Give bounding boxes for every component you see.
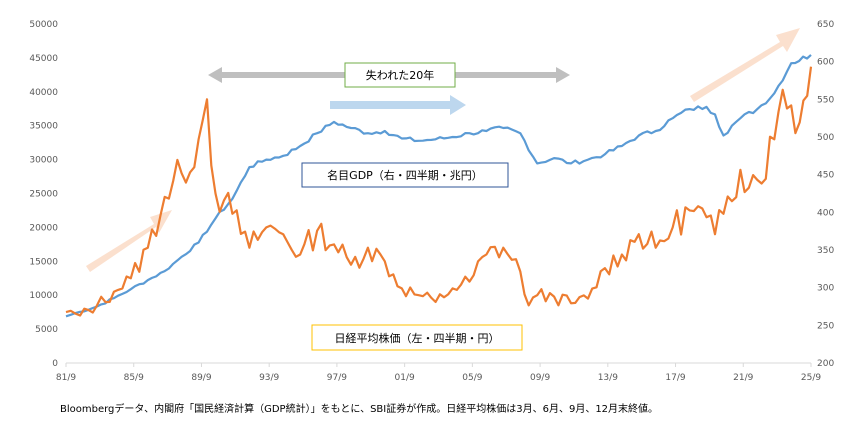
x-tick-label: 09/9 [530, 373, 550, 383]
x-axis-ticks: 81/9 85/9 89/9 93/9 97/9 01/9 05/9 09/9 13/9 17/9… [56, 363, 821, 383]
x-tick-label: 01/9 [395, 373, 415, 383]
right-tick-label: 550 [817, 95, 834, 105]
nikkei-series-label: 日経平均株価（左・四半期・円） [335, 331, 500, 345]
right-tick-label: 600 [817, 58, 834, 68]
right-tick-label: 650 [817, 20, 834, 30]
right-tick-label: 450 [817, 171, 834, 181]
x-tick-label: 85/9 [124, 373, 144, 383]
left-axis-ticks: 0 5000 10000 15000 20000 25000 30000 35000 40000… [29, 20, 58, 369]
lost-decades-label: 失われた20年 [366, 68, 434, 82]
x-tick-label: 21/9 [733, 373, 753, 383]
gdp-series-line [65, 54, 812, 318]
x-tick-label: 93/9 [259, 373, 279, 383]
gdp-series-label: 名目GDP（右・四半期・兆円） [327, 168, 483, 182]
right-tick-label: 250 [817, 321, 834, 331]
x-tick-label: 89/9 [191, 373, 211, 383]
left-tick-label: 5000 [35, 325, 58, 335]
x-tick-label: 13/9 [598, 373, 618, 383]
left-tick-label: 35000 [29, 122, 58, 132]
rising-trend-arrow-left [86, 210, 172, 272]
flat-period-arrow [330, 95, 466, 115]
right-tick-label: 400 [817, 208, 834, 218]
left-tick-label: 30000 [29, 156, 58, 166]
chart-footnote: Bloombergデータ、内閣府「国民経済計算（GDP統計）」をもとに、SBI証… [60, 402, 658, 415]
series-layer [65, 54, 813, 318]
left-tick-label: 40000 [29, 88, 58, 98]
x-tick-label: 17/9 [665, 373, 685, 383]
right-tick-label: 350 [817, 246, 834, 256]
x-tick-label: 25/9 [801, 373, 821, 383]
left-tick-label: 45000 [29, 54, 58, 64]
left-tick-label: 50000 [29, 20, 58, 30]
left-tick-label: 25000 [29, 190, 58, 200]
nikkei-series-line [65, 66, 813, 317]
right-axis-ticks: 200 250 300 350 400 450 500 550 600 650 [817, 20, 834, 369]
rising-trend-arrow-right [690, 28, 800, 102]
right-tick-label: 500 [817, 133, 834, 143]
left-tick-label: 15000 [29, 257, 58, 267]
gdp-legend-box: 名目GDP（右・四半期・兆円） [301, 162, 509, 188]
x-tick-label: 81/9 [56, 373, 76, 383]
right-tick-label: 200 [817, 359, 834, 369]
right-tick-label: 300 [817, 284, 834, 294]
left-tick-label: 0 [52, 359, 58, 369]
left-tick-label: 20000 [29, 223, 58, 233]
lost-decades-label-box: 失われた20年 [344, 62, 456, 88]
x-tick-label: 97/9 [327, 373, 347, 383]
nikkei-legend-box: 日経平均株価（左・四半期・円） [311, 324, 523, 351]
x-tick-label: 05/9 [462, 373, 482, 383]
left-tick-label: 10000 [29, 291, 58, 301]
